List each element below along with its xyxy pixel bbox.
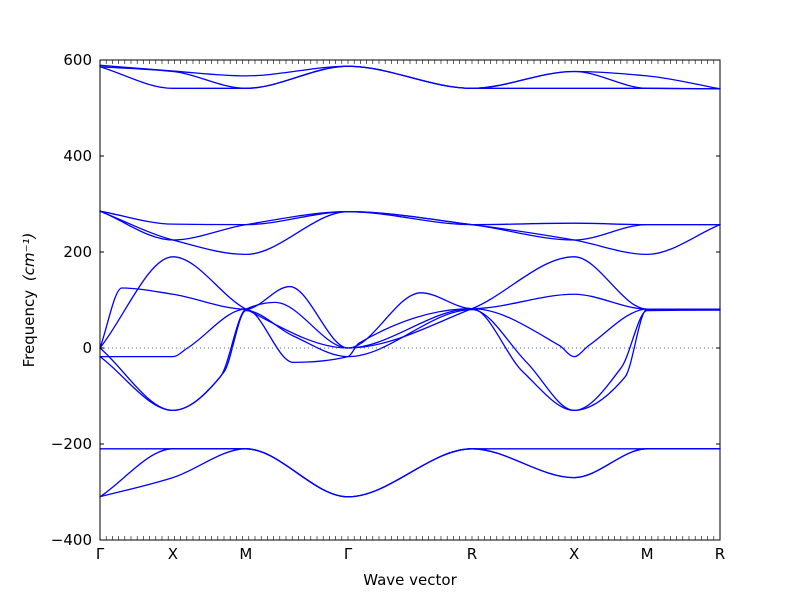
y-tick-labels: 600 400 200 0 −200 −400 (51, 51, 92, 549)
y-tick-label: −200 (51, 435, 92, 453)
y-axis-label-text: Frequency (20, 290, 38, 368)
x-tick-label: Γ (96, 545, 105, 563)
x-tick-label: M (641, 545, 654, 563)
y-tick-label: 600 (63, 51, 92, 69)
y-tick-label: −400 (51, 531, 92, 549)
x-tick-label: X (168, 545, 178, 563)
band-line-5 (99, 210, 721, 241)
y-tick-label: 0 (82, 339, 92, 357)
y-tick-label: 200 (63, 243, 92, 261)
y-axis-label: Frequency (cm⁻¹) (20, 233, 38, 368)
band-line-6 (99, 210, 721, 256)
band-line-4 (99, 210, 721, 226)
axis-ticks-group (99, 59, 721, 541)
x-tick-label: M (239, 545, 252, 563)
band-line-11 (99, 307, 721, 364)
band-line-8 (99, 285, 721, 349)
x-tick-label: R (467, 545, 477, 563)
band-line-10 (99, 308, 721, 412)
y-axis-label-unit: (cm⁻¹) (20, 233, 38, 282)
band-series-group (99, 64, 721, 498)
y-tick-label: 400 (63, 147, 92, 165)
x-tick-label: X (569, 545, 579, 563)
band-line-3 (99, 65, 721, 90)
x-tick-label: R (715, 545, 725, 563)
x-tick-label: Γ (344, 545, 353, 563)
band-line-7 (99, 256, 721, 349)
band-line-14 (99, 448, 721, 498)
x-axis-label: Wave vector (363, 571, 457, 589)
